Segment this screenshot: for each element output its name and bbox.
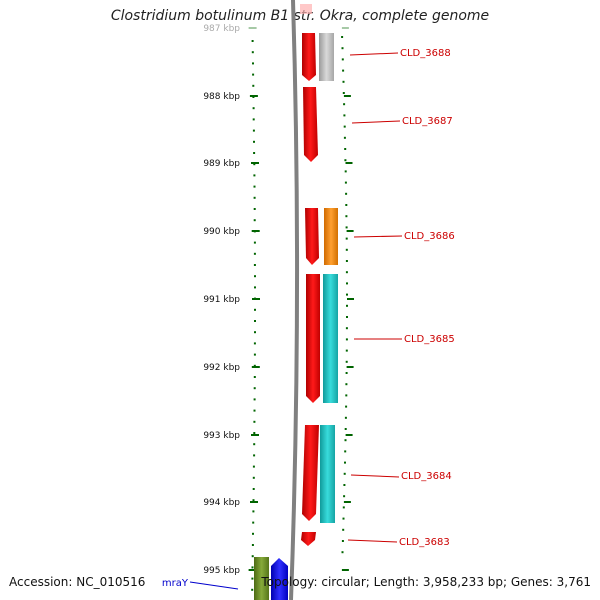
ruler-tick: 988 kbp bbox=[203, 92, 351, 102]
gene-label-text: mraY bbox=[162, 578, 189, 589]
genome-summary-text: Topology: circular; Length: 3,958,233 bp… bbox=[261, 575, 591, 589]
ruler-tick-label: 990 kbp bbox=[203, 227, 240, 237]
ruler-tick-label: 987 kbp bbox=[203, 24, 240, 34]
feature-olive-mraY[interactable] bbox=[254, 557, 269, 600]
feature-faded-top bbox=[300, 4, 312, 14]
accession-text: Accession: NC_010516 bbox=[9, 575, 146, 589]
cds-CLD_3686[interactable] bbox=[305, 208, 319, 265]
gene-label-CLD_3686[interactable]: CLD_3686 bbox=[353, 231, 455, 242]
ruler-dots-left bbox=[251, 40, 256, 591]
ruler-tick-label: 988 kbp bbox=[203, 92, 240, 102]
gene-label-CLD_3688[interactable]: CLD_3688 bbox=[349, 48, 451, 59]
ruler-tick-label: 994 kbp bbox=[203, 498, 240, 508]
ruler-ticks: 987 kbp 988 kbp 989 kbp 990 kbp 991 kbp 992 k… bbox=[203, 24, 354, 576]
cds-CLD_3687[interactable] bbox=[303, 87, 318, 162]
ruler-tick-label: 991 kbp bbox=[203, 295, 240, 305]
gene-label-CLD_3687[interactable]: CLD_3687 bbox=[351, 116, 453, 127]
cds-CLD_3685[interactable] bbox=[306, 274, 320, 403]
ruler-tick: 989 kbp bbox=[203, 159, 353, 169]
ruler-tick: 995 kbp bbox=[203, 566, 349, 576]
ruler-tick: 990 kbp bbox=[203, 227, 354, 237]
gene-label-CLD_3683[interactable]: CLD_3683 bbox=[347, 537, 450, 548]
gene-label-text: CLD_3683 bbox=[399, 537, 450, 548]
ruler-tick-label: 995 kbp bbox=[203, 566, 240, 576]
other-features bbox=[254, 33, 338, 600]
map-title: Clostridium botulinum B1 str. Okra, comp… bbox=[110, 8, 490, 24]
gene-label-text: CLD_3684 bbox=[401, 471, 452, 482]
gene-label-text: CLD_3687 bbox=[402, 116, 453, 127]
feature-cyan-2[interactable] bbox=[320, 425, 335, 523]
ruler-tick: 991 kbp bbox=[203, 295, 354, 305]
gene-label-CLD_3685[interactable]: CLD_3685 bbox=[354, 334, 455, 345]
feature-blue[interactable] bbox=[271, 558, 288, 600]
cds-CLD_3683[interactable] bbox=[301, 532, 316, 546]
gene-labels: CLD_3688 CLD_3687 CLD_3686 CLD_3685 CLD_3684… bbox=[162, 48, 455, 590]
feature-gray[interactable] bbox=[319, 33, 334, 81]
cds-CLD_3684[interactable] bbox=[302, 425, 319, 521]
ruler-tick: 992 kbp bbox=[203, 363, 354, 373]
gene-label-mraY[interactable]: mraY bbox=[162, 578, 239, 590]
genome-backbone bbox=[289, 0, 300, 600]
gene-label-text: CLD_3686 bbox=[404, 231, 455, 242]
cds-features bbox=[301, 33, 320, 546]
ruler-tick-label: 989 kbp bbox=[203, 159, 240, 169]
feature-orange[interactable] bbox=[324, 208, 338, 265]
ruler-tick: 994 kbp bbox=[203, 498, 351, 508]
gene-label-CLD_3684[interactable]: CLD_3684 bbox=[350, 471, 452, 482]
ruler-tick: 993 kbp bbox=[203, 431, 353, 441]
ruler-dots-right bbox=[341, 36, 348, 554]
cds-CLD_3688[interactable] bbox=[302, 33, 316, 81]
gene-label-text: CLD_3685 bbox=[404, 334, 455, 345]
ruler-tick-label: 992 kbp bbox=[203, 363, 240, 373]
gene-label-text: CLD_3688 bbox=[400, 48, 451, 59]
ruler-tick: 987 kbp bbox=[203, 24, 349, 34]
ruler-tick-label: 993 kbp bbox=[203, 431, 240, 441]
feature-cyan-1[interactable] bbox=[323, 274, 338, 403]
